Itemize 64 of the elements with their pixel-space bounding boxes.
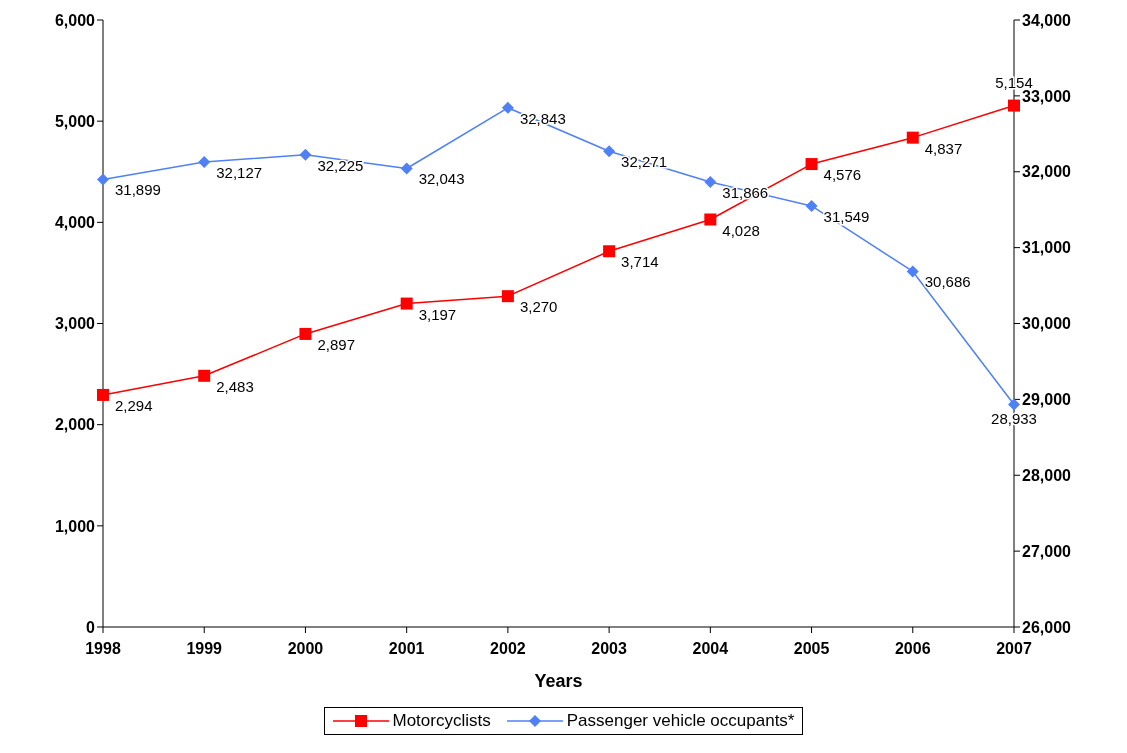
point bbox=[603, 245, 616, 258]
y-tick-label: 5,000 bbox=[54, 112, 96, 130]
y2-tick-label: 34,000 bbox=[1022, 11, 1072, 29]
x-tick-label: 2007 bbox=[996, 640, 1032, 658]
point bbox=[299, 148, 312, 161]
point bbox=[1008, 398, 1020, 411]
data-label: 3,714 bbox=[621, 253, 659, 271]
y-tick-label: 2,000 bbox=[54, 416, 96, 434]
point bbox=[704, 213, 717, 226]
point bbox=[603, 145, 616, 158]
x-tick-label: 2000 bbox=[287, 640, 324, 658]
data-label: 32,043 bbox=[418, 170, 465, 188]
data-label: 4,837 bbox=[924, 139, 963, 157]
data-label: 2,897 bbox=[317, 335, 355, 353]
point bbox=[97, 388, 109, 401]
y-tick-label: 3,000 bbox=[54, 315, 96, 333]
data-label: 3,197 bbox=[418, 305, 457, 323]
x-tick-label: 1999 bbox=[186, 640, 223, 658]
y-tick-label: 6,000 bbox=[54, 11, 96, 29]
point bbox=[805, 199, 818, 212]
y2-tick-label: 27,000 bbox=[1022, 542, 1072, 560]
data-label: 2,294 bbox=[115, 396, 153, 414]
data-label: 31,549 bbox=[823, 207, 870, 225]
x-tick-label: 2002 bbox=[490, 640, 526, 658]
data-label: 31,899 bbox=[115, 181, 161, 199]
y-tick-label: 1,000 bbox=[54, 517, 96, 535]
x-tick-label: 1998 bbox=[85, 640, 121, 658]
y-tick-label: 0 bbox=[86, 618, 96, 636]
point bbox=[906, 265, 919, 278]
x-tick-label: 2005 bbox=[793, 640, 830, 658]
point bbox=[97, 173, 109, 186]
point bbox=[198, 369, 211, 382]
point bbox=[906, 131, 919, 144]
point bbox=[299, 327, 312, 340]
y2-tick-label: 31,000 bbox=[1022, 239, 1072, 257]
point bbox=[704, 175, 717, 188]
legend-label: Motorcyclists bbox=[391, 711, 491, 731]
y-tick-label: 4,000 bbox=[54, 214, 96, 232]
data-label: 4,028 bbox=[722, 221, 760, 239]
point bbox=[501, 101, 514, 114]
data-label: 32,225 bbox=[317, 156, 364, 174]
point bbox=[1008, 99, 1020, 112]
point bbox=[400, 162, 413, 175]
y2-tick-label: 29,000 bbox=[1022, 391, 1072, 409]
data-label: 32,127 bbox=[216, 164, 263, 182]
y2-tick-label: 26,000 bbox=[1022, 618, 1072, 636]
point bbox=[501, 290, 514, 303]
data-label: 4,576 bbox=[823, 166, 862, 184]
y2-tick-label: 32,000 bbox=[1022, 163, 1072, 181]
point bbox=[198, 156, 211, 169]
y2-tick-label: 30,000 bbox=[1022, 315, 1072, 333]
x-tick-label: 2001 bbox=[388, 640, 425, 658]
x-tick-label: 2006 bbox=[894, 640, 931, 658]
y2-tick-label: 28,000 bbox=[1022, 466, 1072, 484]
x-axis-title: Years bbox=[534, 671, 583, 691]
data-label: 28,933 bbox=[991, 410, 1037, 428]
point bbox=[805, 158, 818, 171]
point bbox=[400, 297, 413, 310]
legend-label: Passenger vehicle occupants* bbox=[565, 711, 795, 731]
data-label: 30,686 bbox=[924, 273, 971, 291]
data-label: 2,483 bbox=[216, 377, 254, 395]
data-label: 3,270 bbox=[519, 298, 558, 316]
x-tick-label: 2004 bbox=[692, 640, 729, 658]
x-tick-label: 2003 bbox=[591, 640, 628, 658]
